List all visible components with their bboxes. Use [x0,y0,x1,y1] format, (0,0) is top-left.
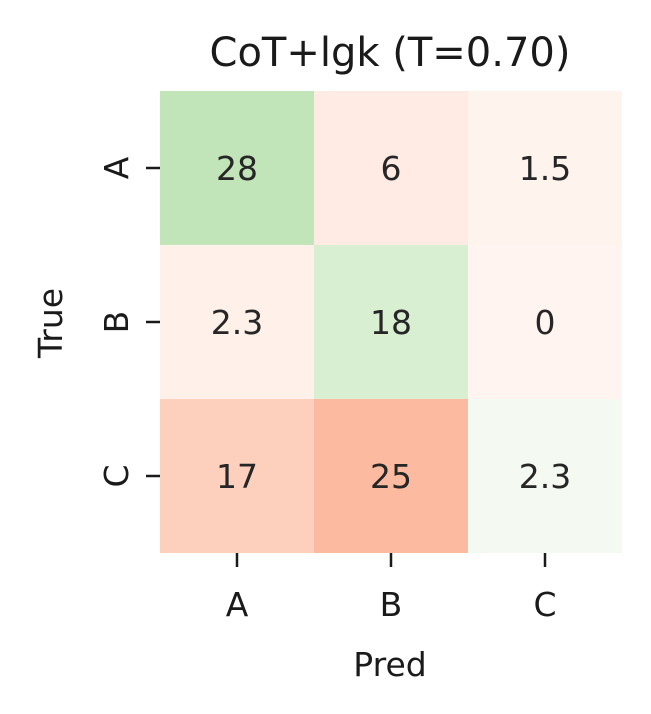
x-tick-label: A [226,585,249,624]
x-tick-label: C [533,585,556,624]
cell-value-label: 2.3 [519,457,571,496]
heatmap-cell-a-c [468,91,622,245]
heatmap-cell-c-c [468,399,622,553]
y-tick-label: C [97,464,136,487]
cell-value-label: 1.5 [519,149,571,188]
y-tick-label: B [97,311,136,334]
chart-title: CoT+lgk (T=0.70) [210,30,571,76]
heatmap-cell-a-a [160,91,314,245]
heatmap-cell-a-b [314,91,468,245]
cell-value-label: 0 [535,303,556,342]
heatmap-cell-b-c [468,245,622,399]
axis-ticks: A B C A B C [97,156,557,624]
cell-value-label: 28 [216,149,258,188]
x-axis-label: Pred [353,645,426,684]
y-axis-label: True [31,288,70,359]
cell-value-label: 17 [216,457,258,496]
cell-value-label: 18 [370,303,412,342]
heatmap-cell-b-a [160,245,314,399]
cell-value-label: 6 [381,149,402,188]
heatmap-cell-b-b [314,245,468,399]
heatmap-cell-c-a [160,399,314,553]
heatmap-cell-c-b [314,399,468,553]
cell-value-label: 25 [370,457,412,496]
y-tick-label: A [97,156,136,179]
heatmap-cells: 28 6 1.5 2.3 18 0 17 25 2.3 [160,91,622,553]
cell-value-label: 2.3 [211,303,263,342]
x-tick-label: B [380,585,403,624]
